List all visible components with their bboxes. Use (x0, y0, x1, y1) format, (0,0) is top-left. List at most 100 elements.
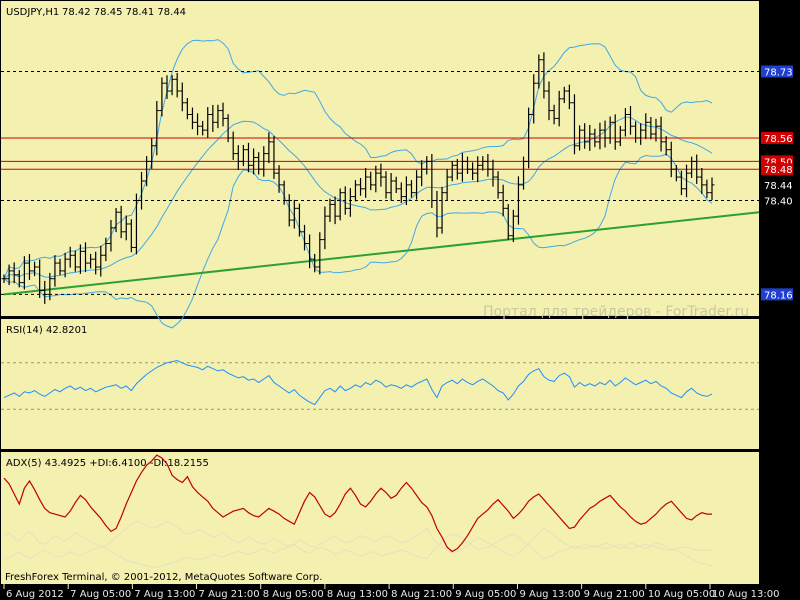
ohlc-bar (582, 123, 588, 149)
ohlc-bar (276, 165, 282, 193)
ohlc-bar (414, 170, 420, 200)
ohlc-bar (332, 196, 338, 225)
ohlc-bar (113, 208, 119, 233)
ohlc-bar (373, 165, 379, 193)
ohlc-bar (444, 169, 450, 201)
ohlc-bar (296, 203, 302, 237)
x-tick-label: 7 Aug 05:00 (70, 589, 131, 600)
plus-di-line (3, 520, 713, 567)
ohlc-bar (16, 270, 22, 288)
x-tick-label: 10 Aug 13:00 (712, 589, 779, 600)
bb-upper-line (3, 39, 713, 279)
ohlc-bar (536, 54, 542, 89)
ohlc-bar (398, 182, 404, 203)
ohlc-bar (37, 259, 43, 298)
ohlc-bar (139, 171, 145, 210)
ohlc-bar (118, 205, 124, 239)
main-chart-title: USDJPY,H1 (6, 7, 59, 18)
x-tick-label: 9 Aug 13:00 (519, 589, 580, 600)
ohlc-bar (378, 163, 384, 187)
ohlc-bar (317, 232, 323, 275)
ohlc-bar (32, 261, 38, 277)
trendline (3, 211, 760, 296)
ohlc-bar (88, 253, 94, 269)
ohlc-bar (500, 184, 506, 217)
y-tick-label: 78.35 (766, 216, 795, 227)
adx-panel (1, 452, 759, 584)
ohlc-bar (200, 120, 206, 136)
ohlc-bar (220, 102, 226, 127)
rsi-chart-layer (1, 359, 759, 410)
ohlc-bar (302, 224, 308, 251)
ohlc-bar (184, 98, 190, 120)
ohlc-bar (103, 237, 109, 262)
ohlc-bar (26, 254, 32, 280)
ohlc-bar (546, 81, 552, 121)
ohlc-bar (128, 219, 134, 253)
ohlc-bar (174, 72, 180, 98)
ohlc-bar (327, 198, 333, 222)
ohlc-bar (159, 77, 165, 117)
y-tick-label: 78.85 (766, 21, 795, 32)
price-tag-label: 78.16 (764, 290, 793, 301)
ohlc-bar (108, 219, 114, 252)
adx-line (3, 454, 712, 553)
ohlc-bar (643, 113, 649, 140)
ohlc-bar (622, 108, 628, 137)
ohlc-bar (531, 74, 537, 124)
ohlc-bar (169, 75, 175, 96)
ohlc-bar (658, 116, 664, 152)
ohlc-bar (67, 246, 73, 268)
ohlc-bar (1, 274, 7, 283)
ohlc-bar (689, 156, 695, 178)
ohlc-bar (653, 118, 659, 142)
ohlc-bar (235, 145, 241, 170)
adx-y-label: 0 (766, 572, 772, 583)
price-tag-label: 78.40 (764, 197, 793, 208)
ohlc-bar (11, 262, 17, 284)
ohlc-bar (587, 125, 593, 151)
ohlc-bar (261, 146, 267, 177)
ohlc-bar (251, 148, 257, 175)
ohlc-bar (388, 173, 394, 201)
main-panel (1, 1, 759, 316)
ohlc-bar (602, 120, 608, 148)
ohlc-bar (571, 94, 577, 155)
ohlc-header: 78.42 78.45 78.41 78.44 (62, 7, 186, 18)
ohlc-bar (363, 168, 369, 198)
ohlc-bar (98, 245, 104, 277)
price-tag-box (761, 65, 793, 78)
ohlc-bar (673, 165, 679, 182)
ohlc-bar (495, 171, 501, 199)
ohlc-bar (164, 75, 170, 99)
ohlc-bar (439, 186, 445, 234)
rsi-y-label: 100 (766, 324, 785, 335)
ohlc-bar (429, 153, 435, 208)
ohlc-bar (179, 82, 185, 112)
price-tag-box (761, 178, 793, 191)
ohlc-bar (510, 209, 516, 243)
x-tick-label: 8 Aug 05:00 (263, 589, 324, 600)
ohlc-bar (505, 204, 511, 240)
ohlc-bar (271, 136, 277, 179)
rsi-y-label: 30 (766, 405, 779, 416)
ohlc-bar (668, 141, 674, 178)
price-tag-label: 78.56 (764, 134, 793, 145)
ohlc-bar (337, 188, 343, 221)
rsi-y-label: 0 (766, 440, 772, 451)
adx-y-label: 20 (766, 543, 779, 554)
y-tick-label: 78.25 (766, 255, 795, 266)
price-tag-label: 78.73 (764, 67, 793, 78)
ohlc-bar (454, 158, 460, 180)
ohlc-bar (633, 121, 639, 143)
x-tick-label: 7 Aug 13:00 (134, 589, 195, 600)
adx-y-label: 80 (766, 457, 779, 468)
ohlc-bar (133, 193, 139, 255)
ohlc-bar (577, 125, 583, 151)
price-tag-box (761, 288, 793, 301)
adx-title: ADX(5) 43.4925 +DI:6.4100 -DI:18.2155 (6, 458, 209, 469)
ohlc-bar (403, 176, 409, 206)
ohlc-bar (424, 156, 430, 175)
adx-y-label: 60 (766, 486, 779, 497)
